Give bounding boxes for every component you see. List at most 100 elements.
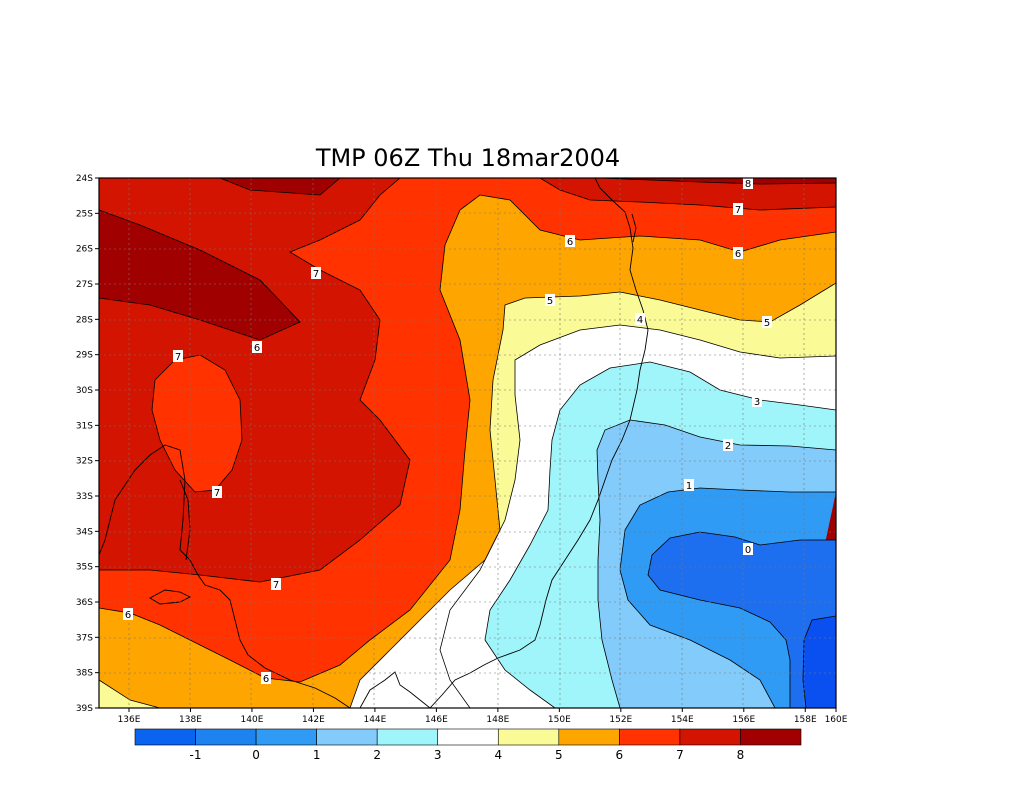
fill-level-7-oval: [152, 355, 242, 492]
lat-tick-label: 32S: [76, 457, 93, 467]
contour-label-text: 5: [764, 318, 770, 329]
plot-frame: [98, 177, 837, 709]
longitude-ticks: 136E 138E 140E 142E 144E 146E 148E 150E 152E 154E…: [118, 708, 848, 725]
colorbar-swatch: [376, 728, 439, 746]
colorbar-swatch: [134, 728, 196, 746]
colorbar-swatch: [619, 728, 681, 746]
contour-label-text: 4: [637, 315, 643, 326]
contour-label-bg: [743, 177, 753, 189]
contour-label-text: 1: [686, 481, 692, 492]
colorbar: -1 0 1 2 3 4 5 6 7 8: [134, 728, 802, 762]
contour-label-bg: [762, 316, 772, 328]
colorbar-swatch: [195, 728, 257, 746]
contour-label-bg: [261, 672, 271, 684]
contour-label-bg: [311, 267, 321, 279]
fill-level-8-northeast: [540, 178, 836, 210]
colorbar-label: 0: [252, 748, 260, 762]
lat-tick-label: 36S: [76, 598, 93, 608]
lat-tick-label: 30S: [76, 386, 93, 396]
contour-labels: 8 7 6 5 4 3 2 1 0 7 6 7 7 7 6 6 5 6: [123, 177, 772, 685]
lon-tick-label: 140E: [241, 715, 264, 725]
colorbar-swatch: [255, 728, 317, 746]
colorbar-swatch: [679, 728, 741, 746]
contour-label-bg: [212, 486, 222, 498]
colorbar-label: 1: [313, 748, 321, 762]
contour-label-bg: [723, 439, 733, 451]
lon-tick-label: 136E: [118, 715, 141, 725]
contour-label: 8: [743, 177, 753, 190]
fill-level-9-north: [220, 178, 340, 195]
colorbar-swatch: [740, 728, 802, 746]
contour-label-bg: [752, 395, 762, 407]
fill-level-6: [99, 195, 836, 708]
lat-tick-label: 27S: [76, 280, 93, 290]
latitude-ticks: 24S 25S 26S 27S 28S 29S 30S 31S 32S 33S 34S 35S 36S 3…: [76, 174, 99, 714]
contour-label: 7: [733, 203, 743, 216]
fill-level-7: [99, 178, 836, 682]
lon-tick-label: 154E: [671, 715, 694, 725]
contour-label: 7: [311, 267, 321, 280]
lon-tick-label: 142E: [302, 715, 325, 725]
contour-label-bg: [271, 578, 281, 590]
lat-tick-label: 25S: [76, 209, 93, 219]
lon-tick-label: 138E: [179, 715, 202, 725]
contour-label-bg: [545, 294, 555, 306]
contour-label-bg: [173, 350, 183, 362]
contour-label-text: 8: [745, 179, 751, 190]
contour-label-bg: [733, 247, 743, 259]
contour-label-bg: [743, 543, 753, 555]
contour-label-text: 0: [745, 545, 751, 556]
lat-tick-label: 35S: [76, 563, 93, 573]
contour-label: 5: [545, 294, 555, 307]
contour-label-bg: [684, 479, 694, 491]
contour-label-bg: [635, 313, 645, 325]
lon-tick-label: 146E: [425, 715, 448, 725]
lon-tick-label: 152E: [609, 715, 632, 725]
colorbar-label: -1: [190, 748, 202, 762]
fill-level-4: [350, 325, 836, 708]
fill-level-0: [648, 532, 836, 708]
contour-label-text: 5: [547, 296, 553, 307]
contour-label: 6: [123, 608, 133, 621]
fill-level-2: [597, 420, 836, 708]
lat-tick-label: 38S: [76, 669, 93, 679]
contour-label-text: 7: [214, 488, 220, 499]
colorbar-label: 2: [373, 748, 381, 762]
contour-label: 7: [212, 486, 222, 499]
contour-label: 6: [252, 341, 262, 354]
contour-label-text: 7: [175, 352, 181, 363]
fill-level-8-region: [99, 178, 410, 582]
colorbar-swatch: [437, 728, 499, 746]
contour-label-text: 6: [567, 237, 573, 248]
colorbar-label: 6: [616, 748, 624, 762]
colorbar-label: 3: [434, 748, 442, 762]
lat-tick-label: 29S: [76, 351, 93, 361]
contour-label-bg: [733, 203, 743, 215]
contour-label: 1: [684, 479, 694, 492]
contour-label-text: 6: [254, 343, 260, 354]
colorbar-label: 8: [737, 748, 745, 762]
contour-label: 0: [743, 543, 753, 556]
contour-label-text: 6: [735, 249, 741, 260]
lon-tick-label: 158E: [794, 715, 817, 725]
contour-label-bg: [123, 608, 133, 620]
lat-tick-label: 37S: [76, 633, 93, 643]
contour-label-bg: [565, 235, 575, 247]
contour-label-bg: [252, 341, 262, 353]
colorbar-label: 7: [676, 748, 684, 762]
lon-tick-label: 150E: [548, 715, 571, 725]
contour-label: 6: [261, 672, 271, 685]
contour-label-text: 7: [313, 269, 319, 280]
map-title: TMP 06Z Thu 18mar2004: [315, 144, 620, 172]
contour-label: 7: [271, 578, 281, 591]
contour-label-text: 2: [725, 441, 731, 452]
lon-tick-label: 144E: [363, 715, 386, 725]
lat-tick-label: 34S: [76, 527, 93, 537]
contour-label: 6: [565, 235, 575, 248]
contour-label: 6: [733, 247, 743, 260]
contour-label-text: 7: [735, 205, 741, 216]
fill-level-9-northeast: [600, 178, 836, 184]
contour-label: 2: [723, 439, 733, 452]
colorbar-swatch: [316, 728, 378, 746]
